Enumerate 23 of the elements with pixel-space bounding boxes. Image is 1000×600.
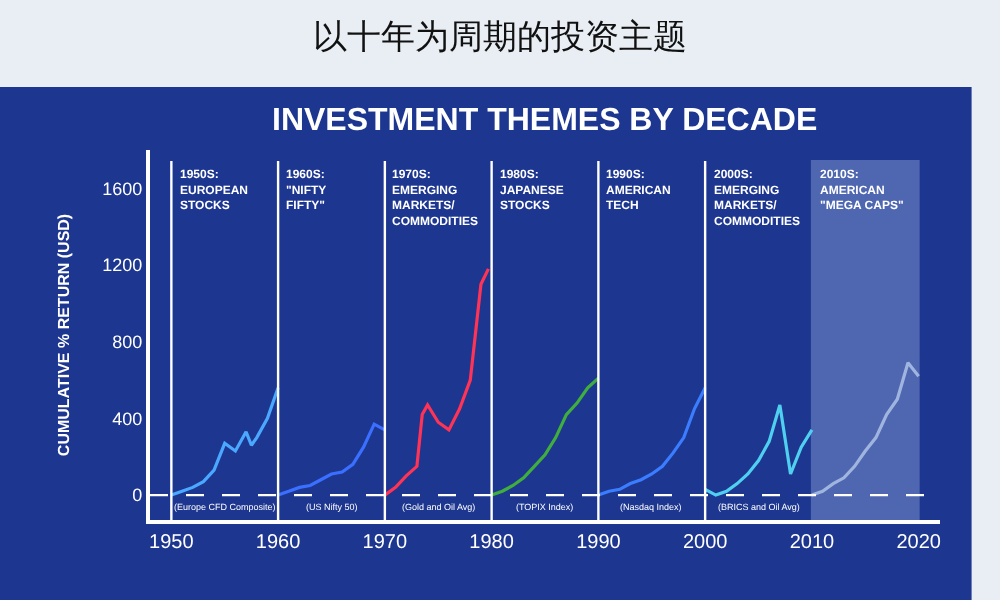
x-tick-label: 1990 [576,532,622,554]
y-tick-label: 1600 [102,178,143,199]
y-axis-title: CUMULATIVE % RETURN (USD) [54,213,73,457]
line-series [596,386,707,497]
chart-subtitle: INVESTMENT THEMES BY DECADE [272,104,818,138]
y-tick-label: 400 [112,408,143,429]
x-tick-label: 2010 [789,532,836,554]
line-series [703,403,814,497]
x-tick-label: 2020 [896,532,942,554]
chart-title: 以十年为周期的投资主题 [313,17,687,56]
y-tick-label: 800 [112,332,143,352]
x-tick-label: 1950 [149,532,195,554]
y-tick-label: 0 [132,485,143,506]
x-tick-label: 1980 [469,532,515,554]
line-series [169,386,280,497]
line-series [276,422,387,497]
x-tick-label: 1960 [255,532,302,554]
y-tick-label: 1200 [102,255,143,276]
x-tick-label: 2000 [682,532,729,554]
line-series [490,376,600,497]
x-tick-label: 1970 [362,532,408,554]
line-series [383,267,491,497]
line-series [810,361,921,497]
